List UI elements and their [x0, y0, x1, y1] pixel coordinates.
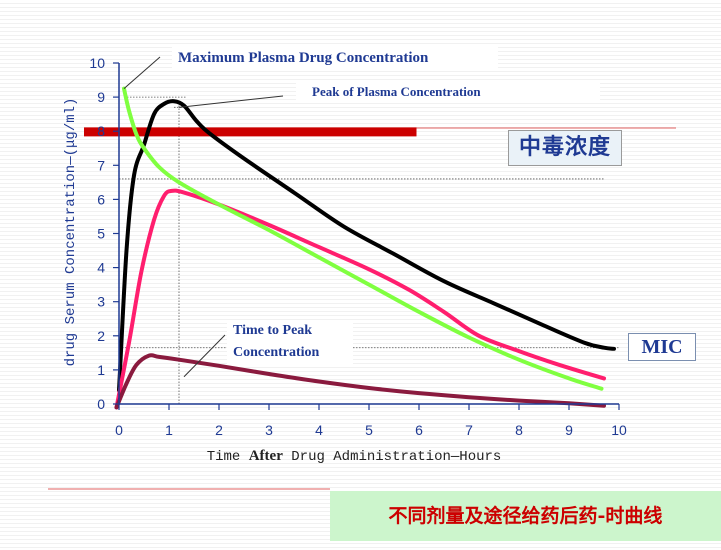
series-line-2	[114, 188, 606, 410]
x-tick-label-10: 10	[611, 422, 627, 438]
y-tick-label-4: 4	[97, 260, 105, 276]
y-tick-label-7: 7	[97, 157, 105, 173]
x-axis-label-part-1: Time	[207, 449, 249, 465]
slide-footer-title: 不同剂量及途径给药后药-时曲线	[330, 491, 721, 541]
annotation-leader-2	[178, 95, 284, 108]
mic-label: MIC	[628, 333, 696, 361]
series-line-4	[114, 353, 606, 410]
y-tick-label-6: 6	[97, 191, 105, 207]
x-tick-label-7: 7	[465, 422, 473, 438]
series-line-3	[122, 86, 604, 391]
y-tick-label-3: 3	[97, 294, 105, 310]
x-tick-label-5: 5	[365, 422, 373, 438]
toxic-concentration-band	[84, 127, 417, 137]
x-tick-label-3: 3	[265, 422, 273, 438]
x-tick-label-2: 2	[215, 422, 223, 438]
x-axis-label-emphasis: After	[249, 448, 283, 464]
y-tick-label-2: 2	[97, 328, 105, 344]
annotation-leader-3	[183, 334, 226, 378]
x-tick-label-9: 9	[565, 422, 573, 438]
y-tick-label-9: 9	[97, 89, 105, 105]
x-tick-label-1: 1	[165, 422, 173, 438]
y-tick-label-8: 8	[97, 123, 105, 139]
x-axis-label: Time After Drug Administration—Hours	[207, 448, 502, 465]
y-tick-label-5: 5	[97, 226, 105, 242]
callout-time-to-peak: Time to Peak Concentration	[227, 320, 353, 364]
y-tick-label-1: 1	[97, 362, 105, 378]
callout-time-to-peak-line-1: Time to Peak	[233, 323, 313, 338]
x-tick-label-6: 6	[415, 422, 423, 438]
x-tick-label-8: 8	[515, 422, 523, 438]
y-tick-label-0: 0	[97, 396, 105, 412]
y-tick-label-10: 10	[89, 55, 105, 71]
callout-time-to-peak-line-2: Concentration	[233, 345, 320, 360]
series-line-1	[117, 99, 616, 393]
callout-peak-concentration: Peak of Plasma Concentration	[296, 82, 600, 102]
annotation-leader-1	[123, 56, 161, 89]
x-tick-label-4: 4	[315, 422, 323, 438]
callout-maximum-concentration: Maximum Plasma Drug Concentration	[172, 47, 498, 69]
y-axis-label: drug Serum Concentration—(μg/ml)	[63, 98, 79, 367]
x-axis-label-part-3: Drug Administration—Hours	[283, 449, 501, 465]
toxic-concentration-label: 中毒浓度	[508, 130, 622, 166]
x-tick-label-0: 0	[115, 422, 123, 438]
